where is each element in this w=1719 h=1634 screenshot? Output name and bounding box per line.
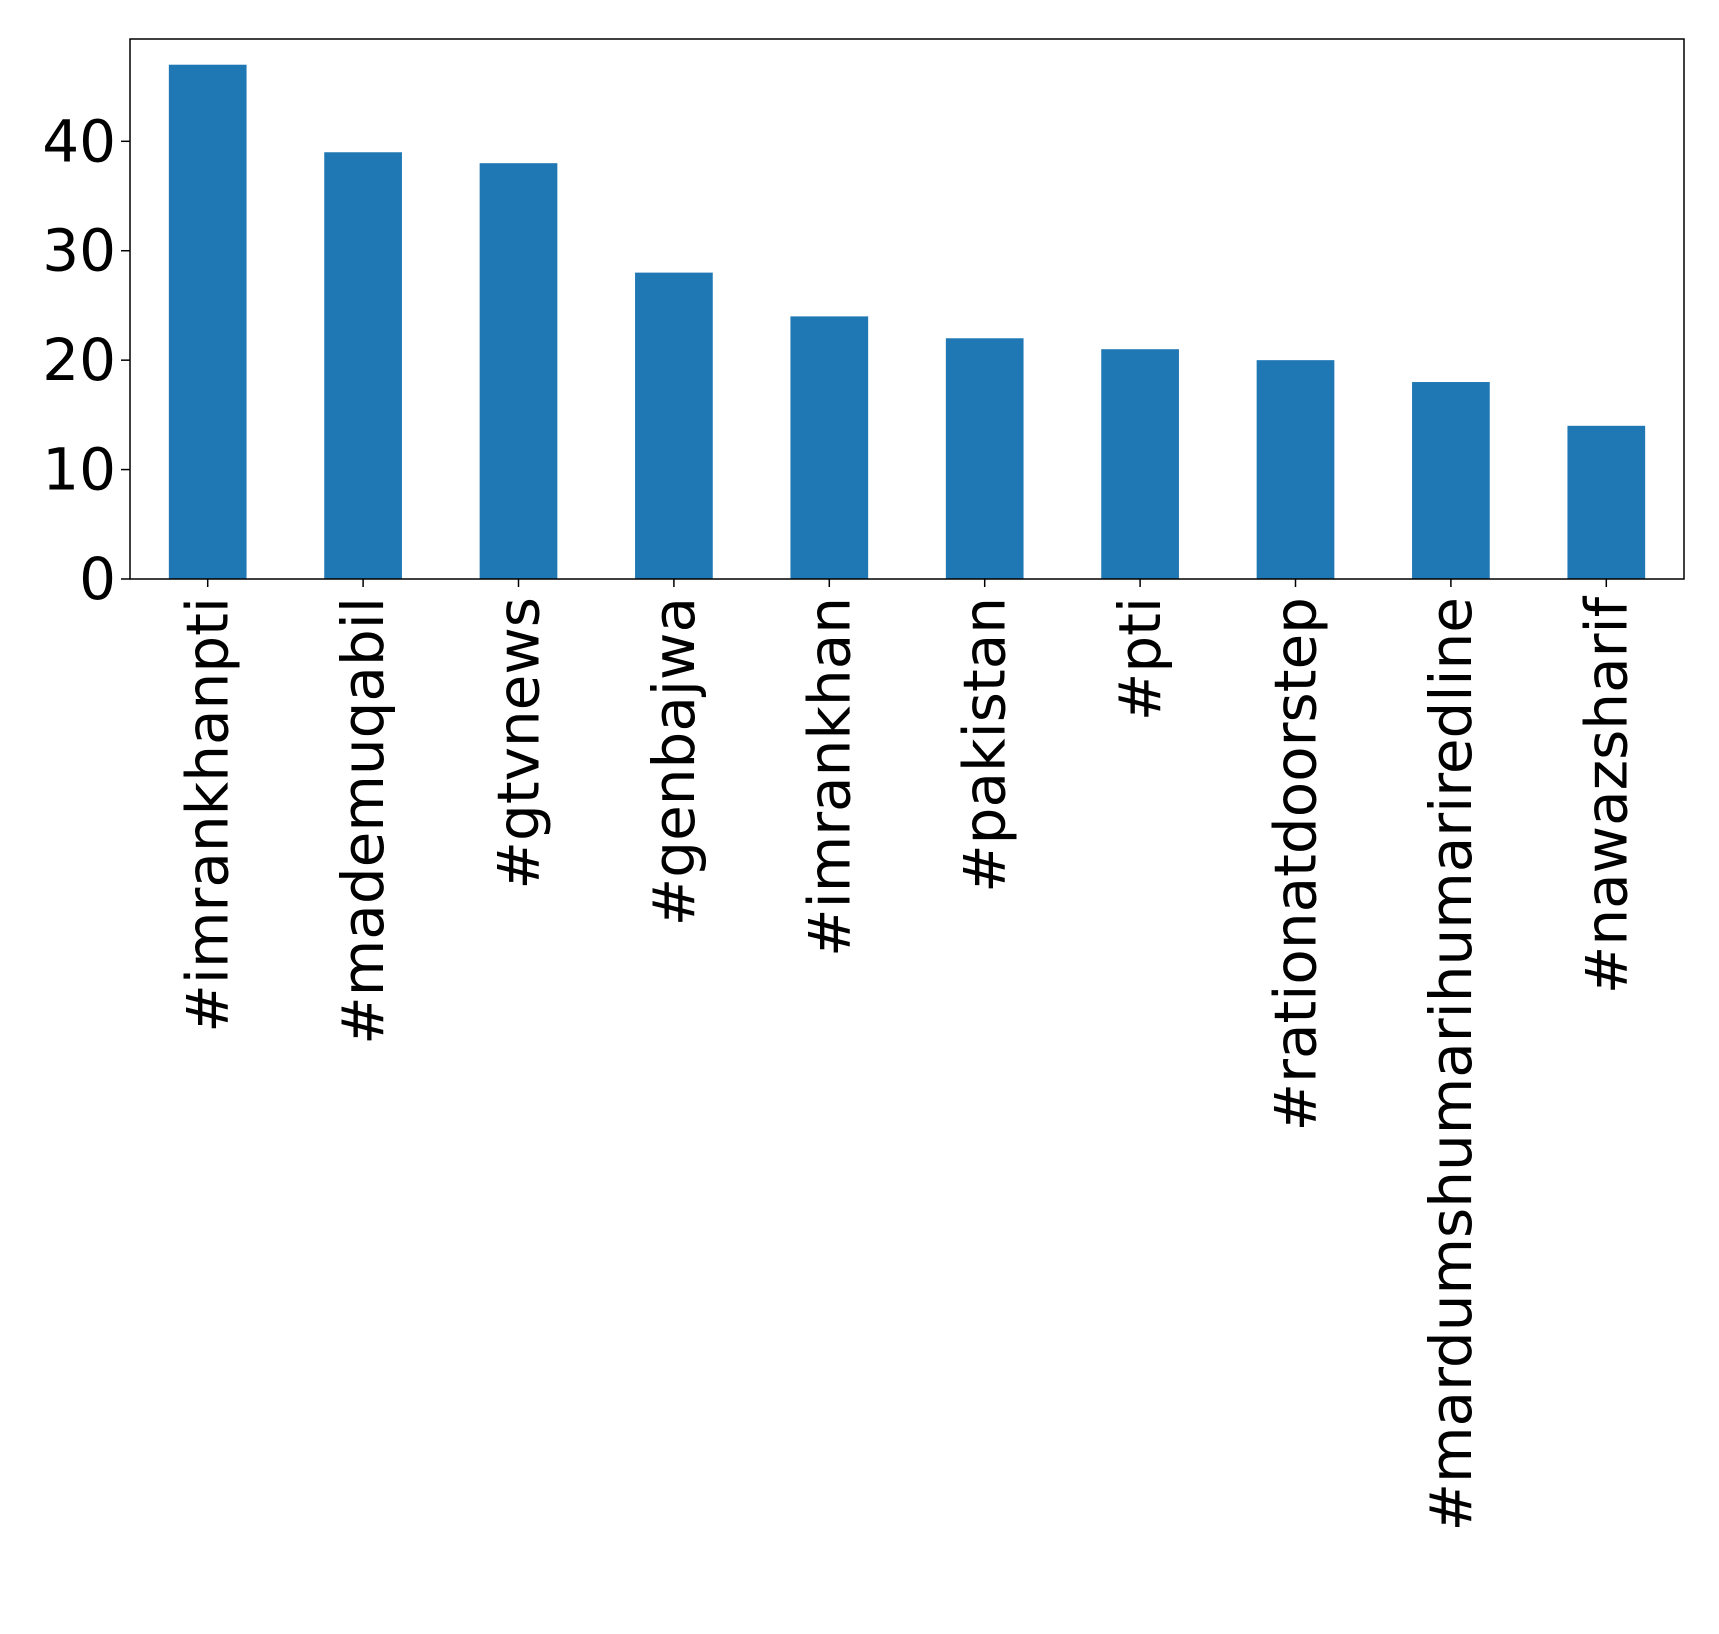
x-tick-label: #pti	[1106, 597, 1174, 721]
y-tick-label: 20	[42, 326, 116, 394]
plot-frame	[129, 38, 1685, 580]
x-tick-label: #rationatdoorstep	[1262, 597, 1330, 1131]
bar-pti	[1101, 349, 1179, 579]
x-tick-label: #gtvnews	[485, 597, 553, 890]
bar-genbajwa	[635, 272, 713, 579]
x-tick-label: #mardumshumarihumariredline	[1417, 597, 1485, 1532]
y-tick-label: 30	[42, 217, 116, 285]
bars-group	[168, 64, 1646, 580]
bar-imrankhan	[790, 316, 869, 579]
y-tick-label: 40	[42, 107, 116, 175]
bar-mademuqabil	[324, 152, 402, 580]
x-axis: #imrankhanpti #mademuqabil #gtvnews #genbaj…	[174, 579, 1640, 1532]
y-tick-label: 0	[79, 545, 116, 613]
x-tick-label: #mademuqabil	[329, 597, 397, 1045]
bar-mardumshumarihumariredline	[1412, 382, 1490, 579]
y-tick-label: 10	[42, 436, 116, 504]
bar-gtvnews	[479, 163, 558, 580]
bar-rationatdoorstep	[1256, 360, 1335, 579]
y-axis: 0 10 20 30 40	[42, 107, 130, 613]
x-tick-label: #imrankhan	[795, 597, 863, 957]
x-tick-label: #genbajwa	[640, 597, 708, 926]
bar-imrankhanpti	[168, 64, 247, 579]
x-tick-label: #imrankhanpti	[174, 597, 242, 1033]
bar-nawazsharif	[1567, 425, 1646, 579]
bar-pakistan	[945, 338, 1024, 579]
x-tick-label: #nawazsharif	[1572, 595, 1640, 994]
x-tick-label: #pakistan	[951, 597, 1019, 893]
